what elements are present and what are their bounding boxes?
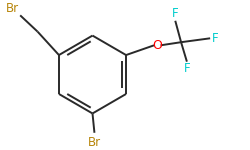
Text: Br: Br: [6, 2, 19, 15]
Text: F: F: [172, 7, 178, 20]
Text: Br: Br: [88, 136, 101, 148]
Text: F: F: [212, 32, 218, 45]
Text: F: F: [184, 62, 190, 75]
Text: O: O: [152, 39, 162, 52]
